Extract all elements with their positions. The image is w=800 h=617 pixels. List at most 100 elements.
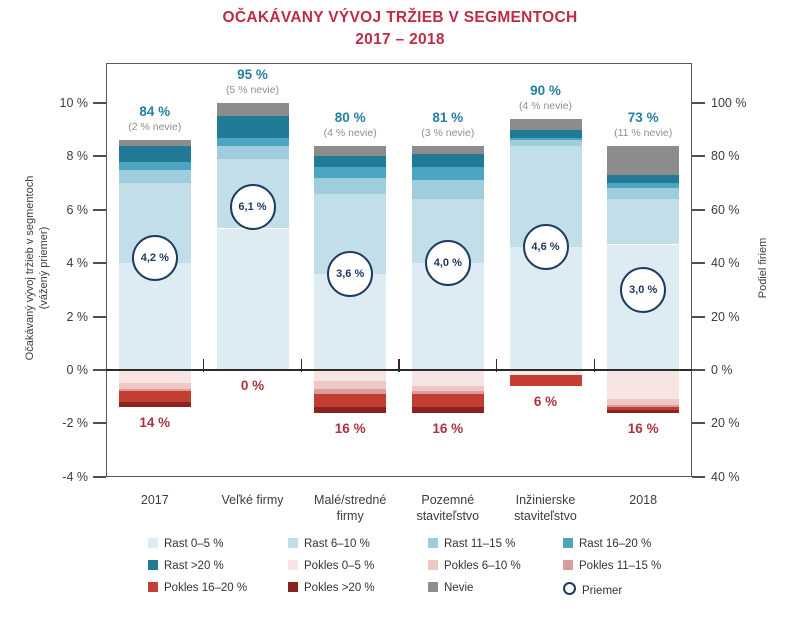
x-axis-category-label: Inžinierske staviteľstvo — [514, 493, 577, 523]
bar-segment — [411, 167, 484, 181]
category-tick — [202, 359, 205, 372]
bar-segment — [314, 177, 387, 194]
nevie-share-label: (4 % nevie) — [518, 100, 573, 112]
y-axis-tick-label-left: -2 % — [62, 416, 88, 431]
bar-segment — [118, 140, 191, 146]
bar-segment — [607, 399, 680, 405]
bar-segment — [607, 410, 680, 413]
zero-axis-line — [106, 369, 692, 371]
bar-segment — [607, 145, 680, 176]
x-axis-category-label: 2018 — [629, 493, 658, 507]
average-circle: 3,6 % — [327, 250, 374, 297]
bar-segment — [314, 370, 387, 381]
y-axis-tick-left — [93, 155, 106, 158]
legend-swatch-icon — [288, 538, 298, 548]
legend-label: Pokles 11–15 % — [579, 560, 662, 572]
y-axis-tick-label-right: 80 % — [711, 149, 740, 164]
legend-swatch-icon — [288, 560, 298, 570]
legend-item: Rast 16–20 % — [563, 538, 651, 551]
growth-share-label: 80 % — [334, 109, 366, 125]
bar-segment — [118, 370, 191, 384]
bar-segment — [411, 391, 484, 395]
y-axis-tick-left — [93, 369, 106, 371]
bar-segment — [509, 119, 582, 130]
category-tick — [398, 359, 400, 372]
average-circle: 6,1 % — [229, 184, 276, 231]
legend-item: Rast 0–5 % — [148, 538, 223, 551]
bar-segment — [411, 394, 484, 408]
bar-segment — [607, 188, 680, 200]
decline-share-label: 16 % — [432, 420, 464, 436]
growth-share-label: 73 % — [627, 109, 659, 125]
legend-label: Rast >20 % — [164, 560, 224, 572]
legend-item: Pokles 11–15 % — [563, 560, 661, 573]
priemer-circle-icon — [563, 582, 576, 595]
y-axis-tick-label-right: 40 % — [711, 469, 740, 484]
legend-item: Pokles 16–20 % — [148, 582, 247, 595]
bar-segment — [216, 145, 289, 159]
legend-swatch-icon — [563, 560, 573, 570]
y-axis-tick-right — [692, 155, 705, 158]
category-tick — [495, 359, 498, 372]
y-axis-tick-left — [93, 262, 106, 265]
nevie-share-label: (11 % nevie) — [614, 126, 673, 139]
bar-segment — [509, 375, 582, 386]
y-axis-tick-left — [93, 422, 106, 425]
y-axis-tick-label-right: 20 % — [711, 309, 740, 324]
y-axis-tick-left — [93, 102, 106, 104]
legend-label: Rast 16–20 % — [579, 538, 652, 550]
legend-swatch-icon — [563, 538, 573, 548]
bar-segment — [118, 169, 191, 184]
average-circle: 3,0 % — [620, 266, 667, 313]
legend-swatch-icon — [148, 538, 158, 548]
legend-item: Rast 11–15 % — [428, 538, 515, 551]
legend-item: Pokles 6–10 % — [428, 560, 521, 573]
y-axis-tick-label-left: 8 % — [66, 149, 88, 164]
category-tick — [593, 359, 596, 372]
legend-label: Nevie — [444, 582, 474, 594]
bar-segment — [216, 228, 289, 370]
bar-segment — [411, 407, 484, 413]
average-circle: 4,6 % — [522, 224, 569, 271]
legend-item: Pokles 0–5 % — [288, 560, 374, 573]
y-axis-tick-right — [692, 369, 705, 371]
nevie-share-label: (2 % nevie) — [128, 121, 182, 134]
bar-segment — [607, 199, 680, 245]
bar-segment — [411, 145, 484, 154]
bar-segment — [607, 183, 680, 189]
bar-segment — [314, 167, 387, 178]
decline-share-label: 6 % — [533, 394, 558, 409]
x-axis-category-label: 2017 — [140, 493, 169, 507]
bar-segment — [118, 263, 191, 370]
plot-area — [106, 63, 692, 477]
bar-segment — [411, 386, 484, 392]
y-axis-tick-label-left: 10 % — [59, 96, 89, 110]
bar-segment — [216, 137, 289, 146]
y-axis-tick-left — [93, 475, 106, 478]
chart-title-line2: 2017 – 2018 — [355, 31, 445, 48]
legend-swatch-icon — [148, 560, 158, 570]
nevie-share-label: (4 % nevie) — [323, 126, 377, 139]
x-axis-category-label: Pozemné staviteľstvo — [416, 493, 480, 523]
y-axis-tick-label-left: 2 % — [66, 309, 88, 324]
legend-label: Rast 0–5 % — [164, 538, 224, 550]
legend-item: Pokles >20 % — [288, 582, 375, 595]
x-axis-category-label: Malé/stredné firmy — [314, 493, 387, 523]
x-axis-category-label: Veľké firmy — [221, 493, 284, 507]
decline-share-label: 16 % — [334, 420, 366, 436]
y-axis-tick-label-right: 0 % — [711, 363, 733, 377]
bar-segment — [118, 391, 191, 403]
bar-segment — [411, 153, 484, 167]
decline-share-label: 16 % — [627, 420, 659, 436]
nevie-share-label: (5 % nevie) — [225, 84, 280, 96]
y-axis-tick-label-right: 60 % — [711, 202, 740, 217]
y-axis-tick-label-right: 20 % — [711, 416, 740, 431]
y-axis-tick-label-left: 4 % — [66, 256, 88, 271]
legend-item: Priemer — [563, 582, 622, 598]
legend-item: Rast 6–10 % — [288, 538, 370, 551]
bar-segment — [509, 137, 582, 141]
legend-swatch-icon — [428, 560, 438, 570]
y-axis-tick-right — [692, 262, 705, 265]
bar-segment — [607, 370, 680, 400]
